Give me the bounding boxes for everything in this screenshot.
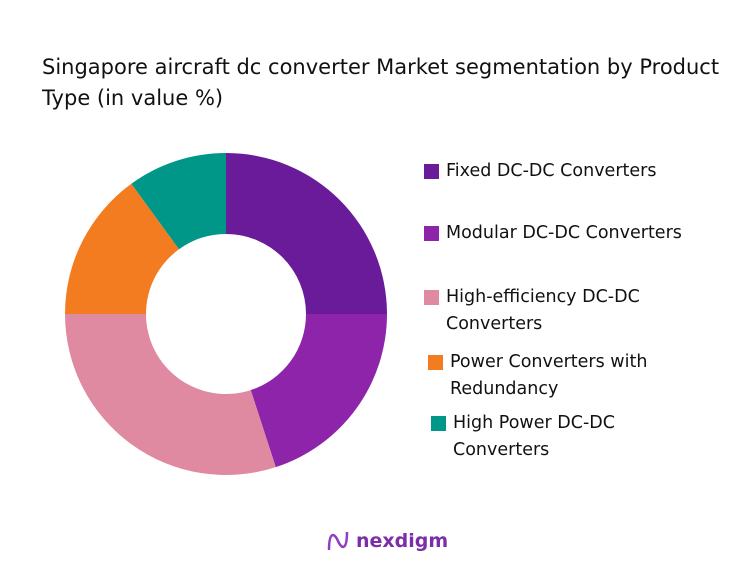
legend-swatch xyxy=(431,416,446,431)
legend-item: Modular DC-DC Converters xyxy=(424,220,744,247)
legend-label: Modular DC-DC Converters xyxy=(446,223,682,243)
donut-slice-2 xyxy=(250,314,387,468)
legend-swatch xyxy=(428,355,443,370)
legend-item: Power Converters with Redundancy xyxy=(428,349,698,403)
legend-label: Fixed DC-DC Converters xyxy=(446,161,657,181)
legend-swatch xyxy=(424,290,439,305)
legend-label: High-efficiency DC-DC Converters xyxy=(446,287,640,334)
legend-swatch xyxy=(424,226,439,241)
legend-item: High-efficiency DC-DC Converters xyxy=(424,284,684,338)
chart-title: Singapore aircraft dc converter Market s… xyxy=(42,55,720,110)
legend-swatch xyxy=(424,164,439,179)
brand-name: nexdigm xyxy=(356,530,449,552)
donut-slice-1 xyxy=(226,153,387,314)
legend-label: High Power DC-DC Converters xyxy=(453,413,615,460)
donut-slice-5 xyxy=(131,153,226,250)
legend-item: Fixed DC-DC Converters xyxy=(424,158,744,185)
donut-slice-3 xyxy=(65,314,276,475)
nexdigm-logo: nexdigm xyxy=(326,530,448,552)
legend-label: Power Converters with Redundancy xyxy=(450,352,648,399)
legend-item: High Power DC-DC Converters xyxy=(431,410,681,464)
nexdigm-logo-icon xyxy=(327,531,349,551)
donut-slice-4 xyxy=(65,183,179,314)
